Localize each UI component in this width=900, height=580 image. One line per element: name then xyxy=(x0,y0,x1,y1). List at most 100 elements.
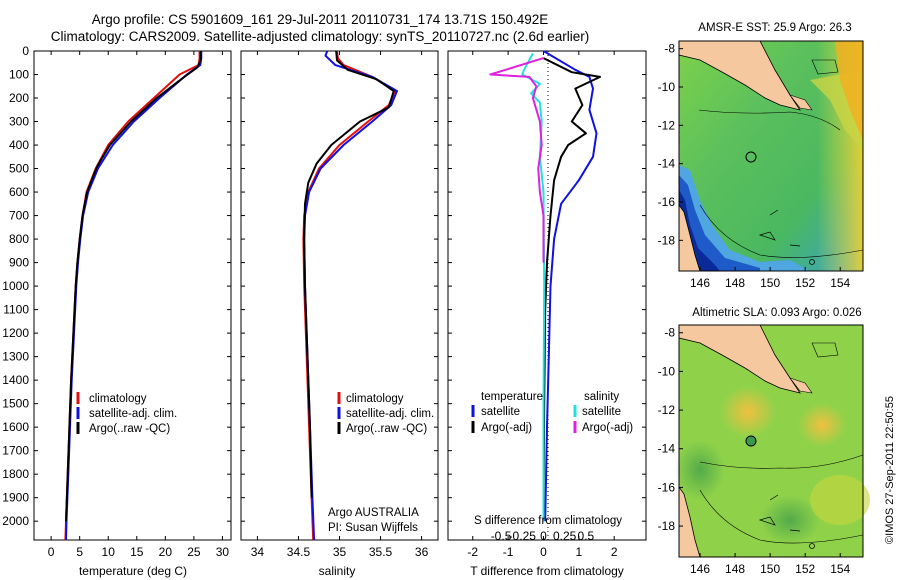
x-tick-label: 34 xyxy=(251,545,265,559)
y-tick-label: 1600 xyxy=(2,420,29,434)
series-line-t-argo xyxy=(542,57,601,522)
y-tick-label: 1100 xyxy=(3,303,29,317)
timestamp: ©IMOS 27-Sep-2011 22:50:55 xyxy=(884,396,896,544)
map-x-tick-label: 146 xyxy=(690,562,710,576)
y-tick-label: 2000 xyxy=(2,514,29,528)
map-x-tick-label: 154 xyxy=(830,276,850,290)
x-tick-label: 15 xyxy=(130,545,144,559)
difference-legend: temperature salinity satellite Argo(-adj… xyxy=(471,391,633,434)
difference-plot: -2 -1 0 1 2 xyxy=(448,50,646,559)
y-tick-label: 1900 xyxy=(2,491,29,505)
y-tick-label: 600 xyxy=(9,185,29,199)
map-y-tick-label: -8 xyxy=(664,42,675,56)
title-line-2: Climatology: CARS2009. Satellite-adjuste… xyxy=(50,29,590,44)
y-tick-label: 300 xyxy=(9,115,29,129)
argo-location-marker xyxy=(745,435,757,447)
sla-map: Altimetric SLA: 0.093 Argo: 0.026 146 148… xyxy=(658,307,870,576)
t-difference-label: T difference from climatology xyxy=(470,564,624,578)
y-tick-label: 1800 xyxy=(2,467,29,481)
y-tick-label: 400 xyxy=(9,138,29,152)
title-line-1: Argo profile: CS 5901609_161 29-Jul-2011… xyxy=(91,12,549,27)
x-tick-label: 2 xyxy=(611,545,618,559)
map-y-tick-label: -14 xyxy=(658,157,676,171)
difference-panel: -2 -1 0 1 2 temperature salinity satellite A… xyxy=(447,50,647,578)
series-line-argo xyxy=(65,51,202,522)
map-x-tick-label: 154 xyxy=(830,562,850,576)
series-line-climatology xyxy=(302,50,397,541)
temperature-panel: 0 5 10 15 20 25 300100200300400500600700800900… xyxy=(2,44,232,578)
map-y-tick-label: -8 xyxy=(664,326,675,340)
argo-annotation-2: PI: Susan Wijffels xyxy=(328,522,418,534)
map-y-tick-label: -14 xyxy=(658,442,676,456)
map-x-tick-label: 150 xyxy=(760,562,780,576)
map-y-tick-label: -10 xyxy=(658,80,676,94)
map-x-tick-label: 152 xyxy=(795,276,815,290)
legend-s-satellite: satellite xyxy=(582,406,621,418)
legend-argo: Argo(..raw -QC) xyxy=(346,423,427,435)
s-difference-ticks: -0.5-0.25 0 0.25 0.5 xyxy=(491,529,595,543)
s-tick-label: 0.25 xyxy=(553,529,577,543)
map-y-tick-label: -18 xyxy=(658,233,676,247)
x-tick-label: 35.5 xyxy=(369,545,393,559)
y-tick-label: 100 xyxy=(9,68,29,82)
y-tick-label: 700 xyxy=(9,209,29,223)
series-line-t-satellite xyxy=(542,50,598,522)
legend-climatology: climatology xyxy=(89,393,147,405)
x-tick-label: 36 xyxy=(415,545,429,559)
x-tick-label: 10 xyxy=(102,545,116,559)
series-line-satellite xyxy=(303,50,398,541)
series-line-satellite xyxy=(65,51,203,541)
map-y-tick-label: -18 xyxy=(658,519,676,533)
map-x-tick-label: 146 xyxy=(690,276,710,290)
salinity-legend: climatology satellite-adj. clim. Argo(..… xyxy=(337,392,434,435)
x-tick-label: 34.5 xyxy=(287,545,311,559)
x-tick-label: 20 xyxy=(159,545,173,559)
s-tick-label: -0.5 xyxy=(491,529,512,543)
map-y-tick-label: -10 xyxy=(658,364,676,378)
y-tick-label: 800 xyxy=(9,232,29,246)
sla-map-title: Altimetric SLA: 0.093 Argo: 0.026 xyxy=(692,307,861,319)
map-x-tick-label: 152 xyxy=(795,562,815,576)
legend-salinity-header: salinity xyxy=(584,391,619,403)
sst-map: AMSR-E SST: 25.9 Argo: 26.3 146 148 150 152… xyxy=(658,22,864,290)
argo-location-marker xyxy=(745,151,757,163)
salinity-xlabel: salinity xyxy=(319,564,356,578)
salinity-plot: 34 34.5 35 35.5 36 xyxy=(241,50,438,559)
x-tick-label: -2 xyxy=(467,545,478,559)
legend-s-argo: Argo(-adj) xyxy=(582,422,633,434)
y-tick-label: 1400 xyxy=(2,373,29,387)
y-tick-label: 0 xyxy=(22,44,29,58)
s-difference-label: S difference from climatology xyxy=(474,515,622,527)
y-tick-label: 1200 xyxy=(2,326,29,340)
legend-climatology: climatology xyxy=(346,393,404,405)
temperature-plot: 0 5 10 15 20 25 300100200300400500600700800900… xyxy=(2,44,231,559)
x-tick-label: 1 xyxy=(575,545,582,559)
map-x-tick-label: 148 xyxy=(725,562,745,576)
temperature-xlabel: temperature (deg C) xyxy=(79,564,187,578)
sst-map-title: AMSR-E SST: 25.9 Argo: 26.3 xyxy=(698,22,851,34)
y-tick-label: 500 xyxy=(9,162,29,176)
salinity-panel: 34 34.5 35 35.5 36 climatology satellite-adj… xyxy=(240,50,439,578)
x-tick-label: 0 xyxy=(48,545,55,559)
argo-annotation-1: Argo AUSTRALIA xyxy=(328,507,419,519)
map-y-tick-label: -12 xyxy=(658,118,676,132)
x-tick-label: -1 xyxy=(503,545,514,559)
legend-satellite: satellite-adj. clim. xyxy=(346,408,434,420)
s-tick-label: 0.5 xyxy=(578,529,595,543)
s-tick-label: 0 xyxy=(540,529,547,543)
x-tick-label: 35 xyxy=(333,545,347,559)
series-line-s-satellite xyxy=(521,52,546,522)
map-y-tick-label: -12 xyxy=(658,403,676,417)
x-tick-label: 5 xyxy=(76,545,83,559)
x-tick-label: 0 xyxy=(540,545,547,559)
y-tick-label: 1300 xyxy=(2,350,29,364)
legend-t-satellite: satellite xyxy=(481,406,520,418)
temperature-axes-frame xyxy=(33,50,232,541)
y-tick-label: 900 xyxy=(9,256,29,270)
s-tick-label: -0.25 xyxy=(509,529,537,543)
salinity-axes-frame xyxy=(240,50,439,541)
map-y-tick-label: -16 xyxy=(658,480,676,494)
legend-temperature-header: temperature xyxy=(481,391,543,403)
series-line-s-argo xyxy=(489,57,545,263)
y-tick-label: 1500 xyxy=(2,397,29,411)
